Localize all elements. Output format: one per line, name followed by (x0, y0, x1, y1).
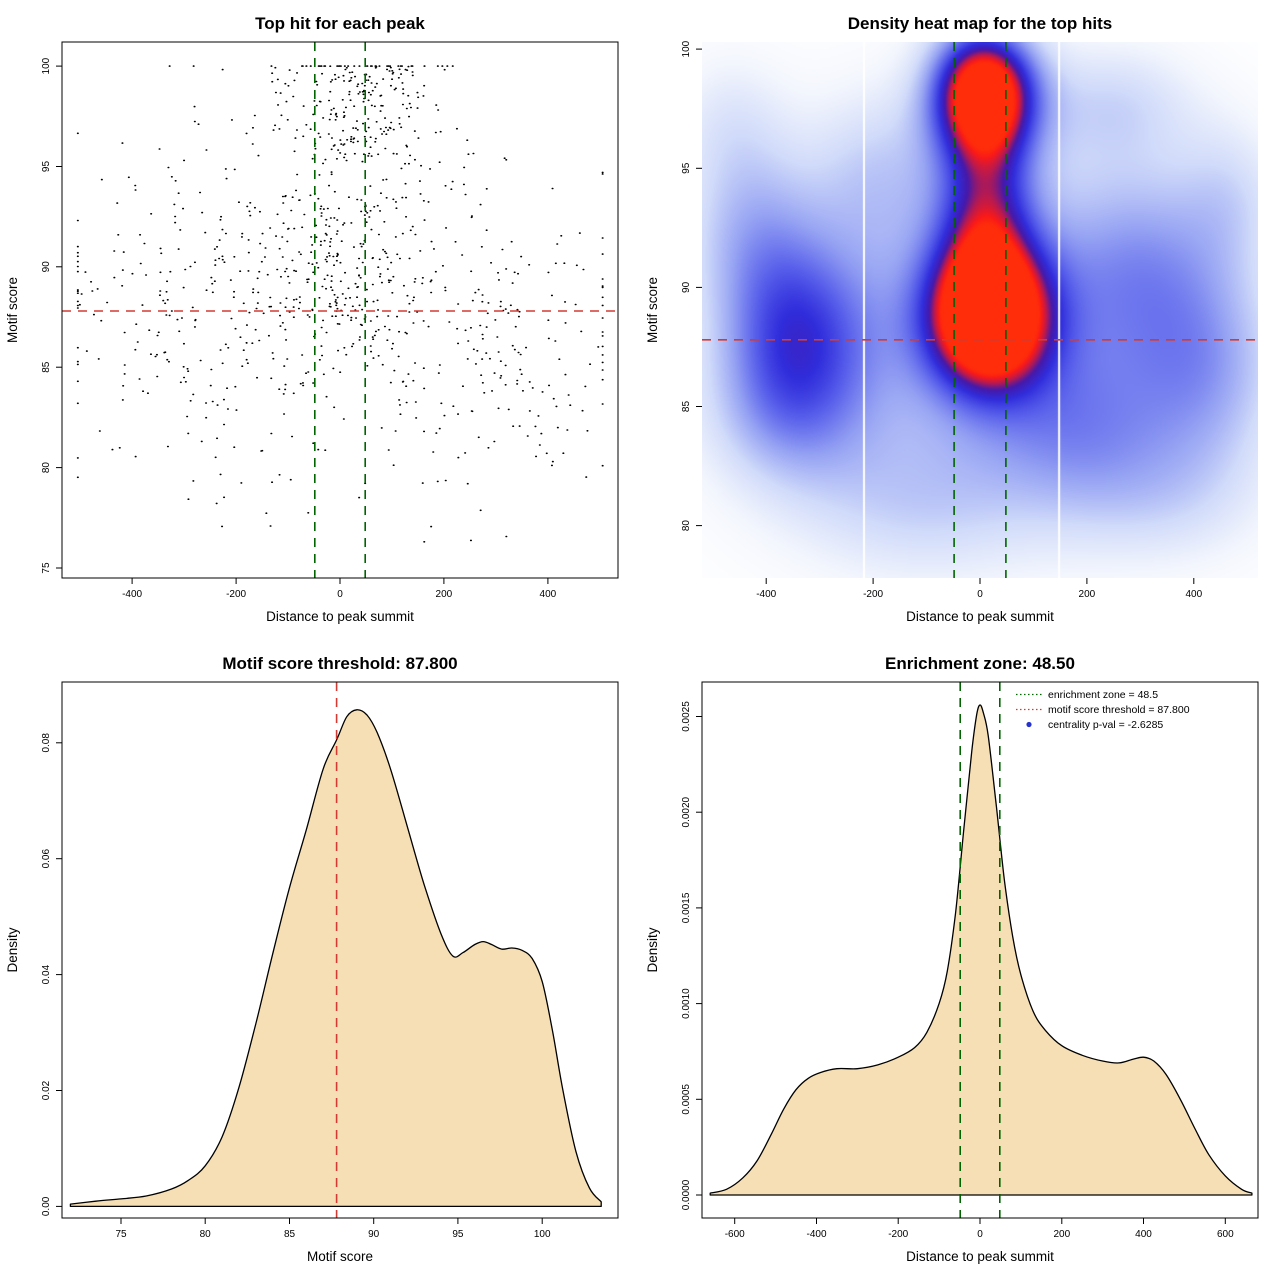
y-tick-label: 90 (41, 261, 52, 273)
y-tick-label: 95 (41, 161, 52, 173)
y-axis-label: Density (645, 927, 660, 972)
density-curve (69, 709, 602, 1208)
y-axis-label: Motif score (5, 277, 20, 343)
score-density-plot-area: 75 80 85 90 95 100 0.00 0.02 0.04 0.06 0.08 (41, 681, 619, 1240)
y-tick-label: 75 (41, 562, 52, 574)
x-axis-label: Distance to peak summit (266, 609, 414, 624)
x-tick-label: -200 (226, 589, 246, 600)
y-tick-label: 0.0005 (681, 1084, 692, 1115)
legend: enrichment zone = 48.5 motif score thresh… (1016, 689, 1190, 731)
y-tick-label: 0.00 (41, 1196, 52, 1216)
y-tick-label: 90 (681, 281, 692, 293)
plot-frame (61, 41, 619, 579)
x-tick-label: 200 (1079, 589, 1096, 600)
x-tick-label: 85 (284, 1229, 296, 1240)
x-tick-label: 80 (200, 1229, 212, 1240)
y-tick-label: 0.0025 (681, 701, 692, 732)
y-tick-label: 0.06 (41, 849, 52, 869)
y-tick-label: 80 (681, 520, 692, 532)
legend-dot-swatch (1026, 721, 1032, 728)
x-tick-label: 200 (1053, 1229, 1070, 1240)
legend-item-label: centrality p-val = -2.6285 (1048, 719, 1163, 731)
y-tick-label: 85 (681, 401, 692, 413)
scatter-points (76, 65, 604, 543)
y-tick-label: 95 (681, 162, 692, 174)
x-tick-label: 100 (534, 1229, 551, 1240)
legend-item-label: enrichment zone = 48.5 (1048, 689, 1158, 701)
y-axis-label: Motif score (645, 277, 660, 343)
x-tick-label: 200 (436, 589, 453, 600)
heatmap-plot: -400 -200 0 200 400 80 85 90 95 100 Density heat … (645, 14, 1258, 624)
x-tick-label: -400 (122, 589, 142, 600)
y-tick-label: 85 (41, 361, 52, 373)
panel-title: Density heat map for the top hits (848, 14, 1112, 33)
panel-score-density: 75 80 85 90 95 100 0.00 0.02 0.04 0.06 0.08 Motif … (0, 640, 640, 1280)
y-tick-label: 0.0020 (681, 796, 692, 827)
distance-density-plot: -600 -400 -200 0 200 400 600 0.0000 0.0005 0.0010… (645, 654, 1259, 1264)
panel-title: Top hit for each peak (255, 14, 425, 33)
x-tick-label: 400 (540, 589, 557, 600)
x-axis-label: Motif score (307, 1249, 373, 1264)
panel-scatter: -400 -200 0 200 400 75 80 85 90 95 100 Top hit for… (0, 0, 640, 640)
x-tick-label: 75 (115, 1229, 127, 1240)
y-tick-label: 80 (41, 462, 52, 474)
y-tick-label: 100 (681, 40, 692, 57)
density-curve (709, 704, 1253, 1196)
x-axis-label: Distance to peak summit (906, 1249, 1054, 1264)
y-tick-label: 0.0015 (681, 892, 692, 923)
panel-distance-density: -600 -400 -200 0 200 400 600 0.0000 0.0005 0.0010… (640, 640, 1280, 1280)
axes: -600 -400 -200 0 200 400 600 0.0000 0.0005 0.0010… (681, 681, 1259, 1240)
heatmap-plot-area: -400 -200 0 200 400 80 85 90 95 100 (681, 40, 1258, 600)
panel-title: Enrichment zone: 48.50 (885, 654, 1075, 673)
axes: -400 -200 0 200 400 80 85 90 95 100 (681, 40, 1203, 600)
score-density-plot: 75 80 85 90 95 100 0.00 0.02 0.04 0.06 0.08 Motif … (5, 654, 619, 1264)
axes: 75 80 85 90 95 100 0.00 0.02 0.04 0.06 0.08 (41, 681, 619, 1240)
plot-frame (61, 681, 619, 1219)
x-tick-label: -200 (888, 1229, 908, 1240)
x-tick-label: 400 (1185, 589, 1202, 600)
x-tick-label: -200 (863, 589, 883, 600)
scatter-plot-area: -400 -200 0 200 400 75 80 85 90 95 100 (41, 41, 619, 600)
x-tick-label: 95 (452, 1229, 464, 1240)
scatter-plot: -400 -200 0 200 400 75 80 85 90 95 100 Top hit for… (5, 14, 619, 624)
x-tick-label: 400 (1135, 1229, 1152, 1240)
y-tick-label: 0.0010 (681, 988, 692, 1019)
x-tick-label: 0 (977, 1229, 983, 1240)
x-tick-label: 0 (337, 589, 343, 600)
x-tick-label: 0 (977, 589, 983, 600)
x-tick-label: -600 (725, 1229, 745, 1240)
panel-heatmap: -400 -200 0 200 400 80 85 90 95 100 Density heat … (640, 0, 1280, 640)
y-tick-label: 0.04 (41, 964, 52, 984)
y-axis-label: Density (5, 927, 20, 972)
panel-title: Motif score threshold: 87.800 (222, 654, 457, 673)
y-tick-label: 0.08 (41, 733, 52, 753)
axes: -400 -200 0 200 400 75 80 85 90 95 100 (41, 41, 619, 600)
legend-item-label: motif score threshold = 87.800 (1048, 704, 1190, 716)
density-heatmap-image (702, 42, 1258, 578)
x-tick-label: 90 (368, 1229, 380, 1240)
x-tick-label: -400 (756, 589, 776, 600)
x-tick-label: -400 (806, 1229, 826, 1240)
x-tick-label: 600 (1217, 1229, 1234, 1240)
distance-density-plot-area: -600 -400 -200 0 200 400 600 0.0000 0.0005 0.0010… (681, 681, 1259, 1240)
y-tick-label: 0.02 (41, 1080, 52, 1100)
y-tick-label: 100 (41, 57, 52, 74)
x-axis-label: Distance to peak summit (906, 609, 1054, 624)
y-tick-label: 0.0000 (681, 1179, 692, 1210)
